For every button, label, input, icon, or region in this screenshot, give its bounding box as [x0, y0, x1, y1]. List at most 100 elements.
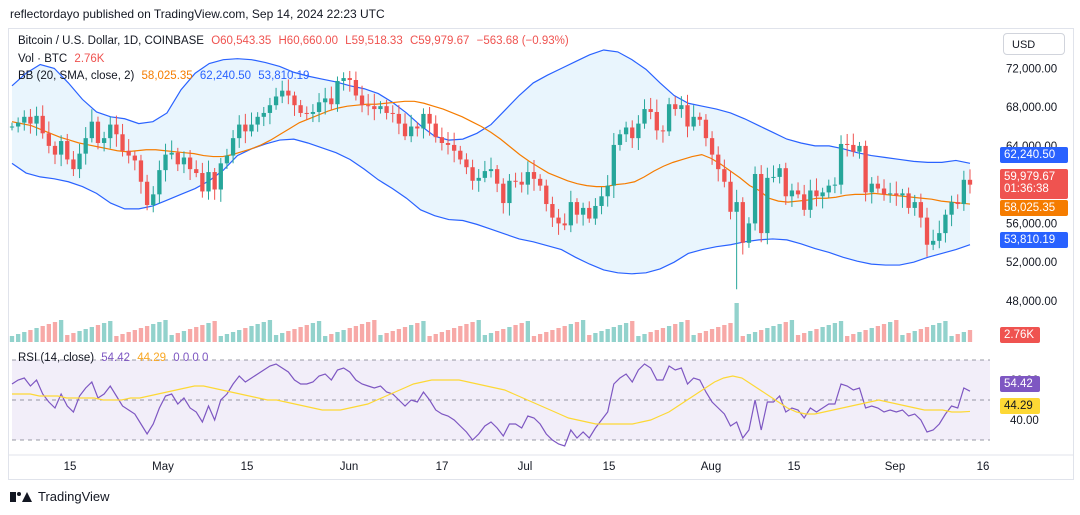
volume-bar: [470, 322, 475, 342]
candle-body: [501, 183, 506, 204]
rsi-pane: [11, 359, 990, 447]
candle-body: [740, 202, 745, 243]
candle-body: [636, 123, 641, 139]
volume-bar: [783, 322, 788, 342]
volume-bar: [341, 330, 346, 342]
volume-bar: [224, 334, 230, 342]
volume-bar: [617, 325, 623, 342]
currency-button[interactable]: USD: [1003, 33, 1065, 55]
symbol-name: Bitcoin / U.S. Dollar, 1D, COINBASE: [18, 35, 204, 47]
candle-body: [316, 102, 322, 112]
candle-body: [513, 180, 518, 182]
candle-body: [224, 155, 230, 164]
candle-body: [587, 207, 592, 219]
bar-countdown: 01:36:38: [1004, 183, 1049, 195]
volume-bar: [580, 320, 586, 342]
candle-body: [494, 169, 500, 184]
tradingview-footer[interactable]: TradingView: [10, 489, 110, 504]
volume-bar: [212, 321, 217, 342]
volume-bar: [402, 327, 408, 342]
candle-body: [482, 171, 488, 178]
candle-body: [537, 178, 543, 186]
time-tick-label: Sep: [885, 461, 905, 473]
rsi-ma-value: 44.29: [137, 352, 167, 364]
candle-body: [65, 141, 70, 160]
volume-bar: [802, 333, 807, 342]
volume-bar: [709, 329, 715, 342]
volume-bar: [765, 328, 770, 342]
candle-body: [814, 190, 819, 197]
candle-body: [617, 134, 623, 145]
candle-body: [366, 105, 371, 107]
candle-body: [525, 172, 530, 185]
volume-bar: [685, 320, 690, 342]
candle-body: [34, 115, 39, 124]
volume-bar: [636, 336, 641, 342]
candle-body: [22, 116, 27, 123]
volume-bar: [427, 336, 432, 342]
volume-legend[interactable]: Vol · BTC 2.76K: [18, 53, 108, 65]
volume-bar: [280, 333, 285, 342]
candle-body: [574, 202, 580, 215]
candle-body: [181, 157, 187, 165]
candle-body: [900, 193, 905, 196]
candle-body: [728, 181, 733, 212]
candle-body: [820, 192, 825, 197]
volume-bar: [138, 328, 144, 342]
volume-bar: [329, 334, 334, 342]
volume-bar: [513, 325, 518, 342]
candle-body: [101, 138, 107, 143]
volume-bar: [194, 327, 199, 342]
ohlc-open: O60,543.35: [211, 35, 272, 47]
time-tick-label: Jul: [518, 461, 533, 473]
candle-body: [218, 163, 223, 190]
volume-bar: [494, 331, 500, 342]
candle-body: [255, 116, 260, 125]
volume-bar: [752, 332, 758, 342]
volume-bar: [323, 336, 328, 342]
volume-bar: [746, 334, 752, 342]
volume-bar: [458, 326, 463, 342]
volume-bar: [679, 322, 684, 342]
volume-bar: [869, 328, 874, 342]
candle-body: [783, 168, 788, 197]
candle-body: [666, 104, 672, 132]
volume-bar: [894, 320, 899, 342]
candle-body: [838, 143, 844, 185]
candle-body: [507, 180, 512, 204]
candle-body: [304, 112, 309, 114]
candle-body: [409, 126, 414, 137]
candle-body: [955, 202, 960, 205]
rsi-ma-price-label: 44.29: [1000, 398, 1040, 414]
volume-bar: [15, 334, 21, 342]
volume-value: 2.76K: [74, 53, 105, 65]
candle-body: [808, 190, 813, 210]
volume-bar: [126, 332, 131, 342]
candle-body: [353, 80, 359, 96]
bb-legend[interactable]: BB (20, SMA, close, 2) 58,025.35 62,240.…: [18, 70, 313, 82]
candle-body: [826, 185, 831, 193]
bb-upper-price-label: 62,240.50: [1000, 147, 1068, 163]
volume-bar: [599, 331, 604, 342]
candle-body: [709, 138, 715, 155]
volume-bar: [550, 330, 555, 342]
volume-bar: [9, 336, 15, 342]
candle-body: [114, 124, 119, 135]
candle-body: [292, 95, 297, 106]
candle-body: [249, 124, 254, 132]
volume-bar: [34, 328, 39, 342]
candle-body: [40, 115, 45, 134]
candle-body: [722, 169, 727, 182]
candle-body: [599, 196, 604, 206]
volume-bar: [808, 331, 813, 342]
symbol-legend[interactable]: Bitcoin / U.S. Dollar, 1D, COINBASE O60,…: [18, 35, 573, 47]
volume-bar: [409, 325, 414, 342]
chart-frame: [8, 28, 1074, 480]
rsi-legend[interactable]: RSI (14, close) 54.42 44.29 0 0 0 0: [18, 352, 212, 364]
candle-body: [175, 152, 180, 165]
candle-body: [918, 202, 924, 218]
ohlc-close: C59,979.67: [409, 35, 470, 47]
volume-bar: [660, 328, 666, 342]
volume-bar: [95, 325, 101, 342]
